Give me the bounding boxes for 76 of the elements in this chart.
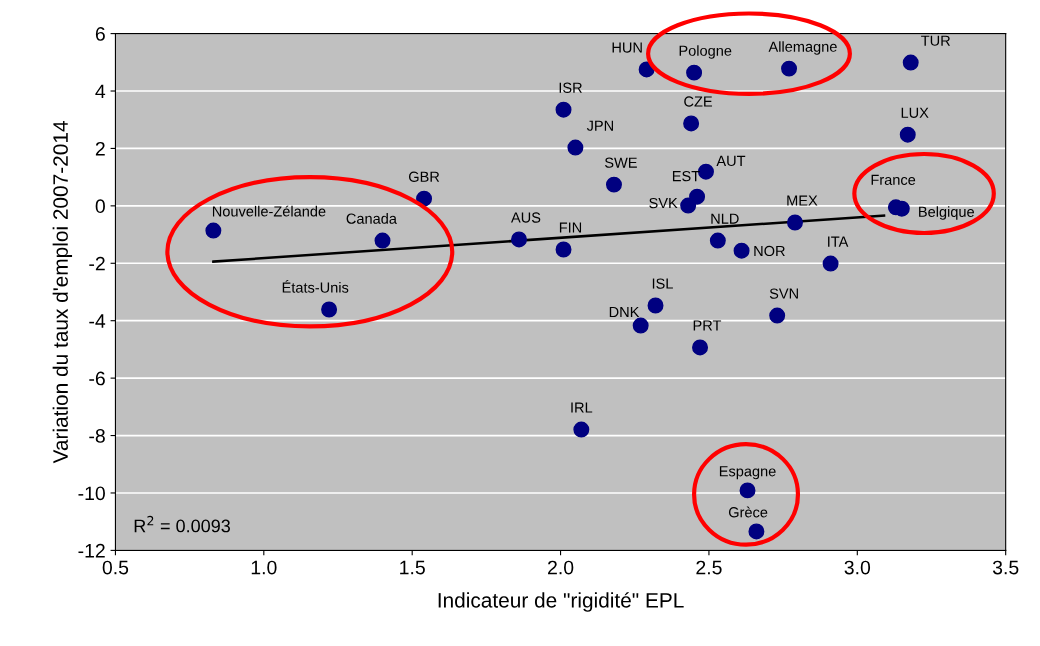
point	[822, 255, 839, 272]
annotation: R$^{2}$ = 0.0093	[134, 515, 230, 533]
y-tick-label: -10	[78, 486, 105, 501]
point	[555, 241, 572, 258]
annotation: AUS	[511, 212, 541, 223]
point	[605, 176, 622, 193]
point	[787, 214, 803, 231]
annotation: AUT	[716, 155, 746, 167]
annotation: ISR	[559, 82, 582, 93]
point	[709, 232, 726, 249]
annotation: France	[871, 174, 916, 185]
annotation: GBR	[408, 171, 440, 182]
annotation: SVN	[769, 288, 798, 299]
point	[733, 242, 750, 259]
annotation: JPN	[586, 120, 613, 131]
y-axis-title: Variation du taux d'emploi 2007-2014	[52, 121, 73, 464]
y-tick-label: -4	[89, 314, 106, 328]
annotation: Pologne	[679, 45, 732, 59]
y-tick-label: 2	[95, 141, 105, 156]
annotation: TUR	[921, 35, 951, 46]
point	[321, 301, 338, 318]
point	[683, 115, 700, 132]
x-tick-label: 3.0	[844, 560, 871, 575]
point	[686, 64, 703, 81]
y-tick-label: 0	[95, 199, 105, 214]
annotation: ITA	[828, 236, 849, 247]
point	[511, 231, 527, 248]
annotation: Belgique	[919, 206, 974, 220]
y-tick-label: -6	[89, 371, 105, 386]
annotation: LUX	[901, 107, 929, 118]
x-axis-title: Indicateur de "rigidité" EPL	[438, 592, 684, 612]
point	[769, 307, 786, 324]
point	[205, 222, 222, 239]
point	[632, 317, 649, 334]
y-tick-label: 4	[95, 84, 106, 99]
annotation: NOR	[754, 245, 785, 257]
annotation: SWE	[604, 157, 637, 168]
x-tick-label: 2.5	[696, 560, 722, 575]
annotation: EST	[672, 170, 700, 182]
annotation: SVK	[649, 197, 678, 209]
point	[567, 139, 584, 156]
annotation: CZE	[684, 96, 713, 107]
annotation: FIN	[559, 222, 582, 233]
y-tick-label: -2	[89, 256, 105, 271]
annotation: HUN	[612, 42, 642, 53]
point	[739, 482, 756, 499]
annotation: Nouvelle-Zélande	[212, 205, 326, 217]
point	[902, 54, 919, 71]
x-tick-label: 3.5	[992, 560, 1019, 575]
point	[781, 60, 798, 77]
annotation: PRT	[693, 320, 722, 331]
point	[374, 232, 391, 249]
point	[680, 197, 697, 214]
annotation: États-Unis	[282, 279, 349, 293]
y-tick-label: -12	[78, 543, 105, 558]
y-tick-label: 6	[95, 27, 105, 41]
annotation: NLD	[711, 213, 739, 224]
x-tick-label: 2.0	[548, 560, 574, 575]
point	[748, 523, 765, 540]
point	[573, 421, 590, 438]
annotation: Grèce	[728, 506, 768, 518]
point	[692, 339, 709, 356]
point	[899, 126, 916, 143]
annotation: MEX	[787, 195, 818, 206]
annotation: ISL	[652, 278, 673, 289]
x-tick-label: 1.5	[400, 560, 425, 575]
annotation: DNK	[609, 306, 640, 317]
y-tick-label: -8	[89, 429, 105, 443]
x-tick-label: 1.0	[251, 560, 277, 575]
point	[647, 297, 664, 314]
annotation: Canada	[346, 213, 397, 224]
annotation: Espagne	[719, 466, 776, 480]
point	[555, 101, 572, 118]
x-tick-label: 0.5	[102, 560, 129, 575]
annotation: IRL	[571, 402, 593, 413]
annotation: Allemagne	[768, 41, 837, 55]
